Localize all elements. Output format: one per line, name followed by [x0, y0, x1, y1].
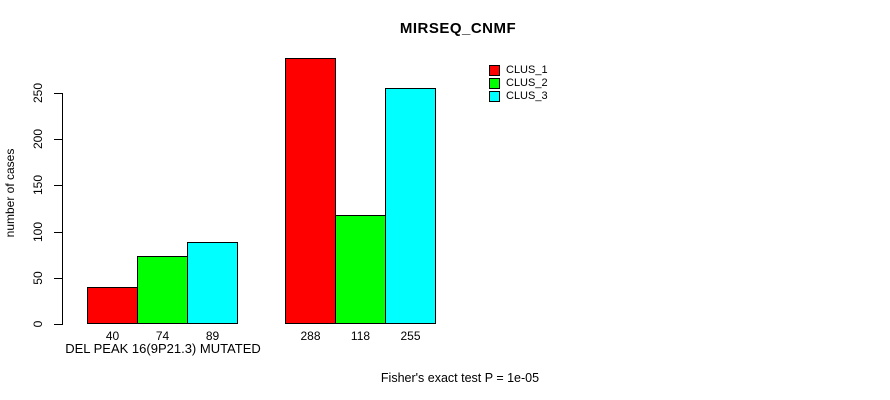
y-tick-label: 250 [31, 82, 45, 104]
y-tick-label: 50 [31, 271, 45, 285]
bar-value-label: 74 [155, 329, 170, 343]
y-axis-title: number of cases [3, 148, 17, 238]
bar-value-label: 118 [350, 329, 371, 343]
legend-row-clus_1: CLUS_1 [489, 64, 548, 77]
bar-clus_2-group2 [335, 214, 386, 324]
legend-swatch-clus_1 [489, 65, 500, 76]
y-tick-label: 0 [31, 320, 45, 328]
y-tick-mark [54, 277, 62, 279]
bar-value-label: 89 [205, 329, 220, 343]
legend-row-clus_2: CLUS_2 [489, 77, 548, 90]
y-tick-mark [54, 139, 62, 141]
y-tick-mark [54, 324, 62, 325]
bar-clus_1-group1 [87, 287, 138, 324]
bar-value-label: 288 [300, 329, 321, 343]
y-tick-label: 200 [31, 129, 45, 150]
legend-swatch-clus_3 [489, 91, 500, 102]
legend: CLUS_1 CLUS_2 CLUS_3 [489, 64, 548, 103]
legend-label: CLUS_1 [506, 64, 548, 76]
legend-swatch-clus_2 [489, 78, 500, 89]
legend-label: CLUS_3 [506, 90, 548, 102]
y-tick-mark [54, 231, 62, 233]
bar-clus_3-group1 [187, 241, 238, 324]
y-tick-label: 150 [31, 175, 45, 196]
fisher-test-annotation: Fisher's exact test P = 1e-05 [380, 371, 540, 385]
bar-clus_1-group2 [285, 57, 336, 324]
bar-clus_2-group1 [137, 255, 188, 324]
bar-value-label: 40 [105, 329, 120, 343]
legend-row-clus_3: CLUS_3 [489, 90, 548, 103]
x-group-label: DEL PEAK 16(9P21.3) MUTATED [65, 341, 261, 356]
y-tick-label: 100 [31, 221, 45, 242]
y-axis-line [62, 93, 63, 325]
chart-title: MIRSEQ_CNMF [399, 20, 517, 37]
y-tick-mark [54, 185, 62, 187]
legend-label: CLUS_2 [506, 77, 548, 89]
bar-clus_3-group2 [385, 88, 436, 324]
bar-value-label: 255 [400, 329, 421, 343]
y-tick-mark [54, 93, 62, 94]
